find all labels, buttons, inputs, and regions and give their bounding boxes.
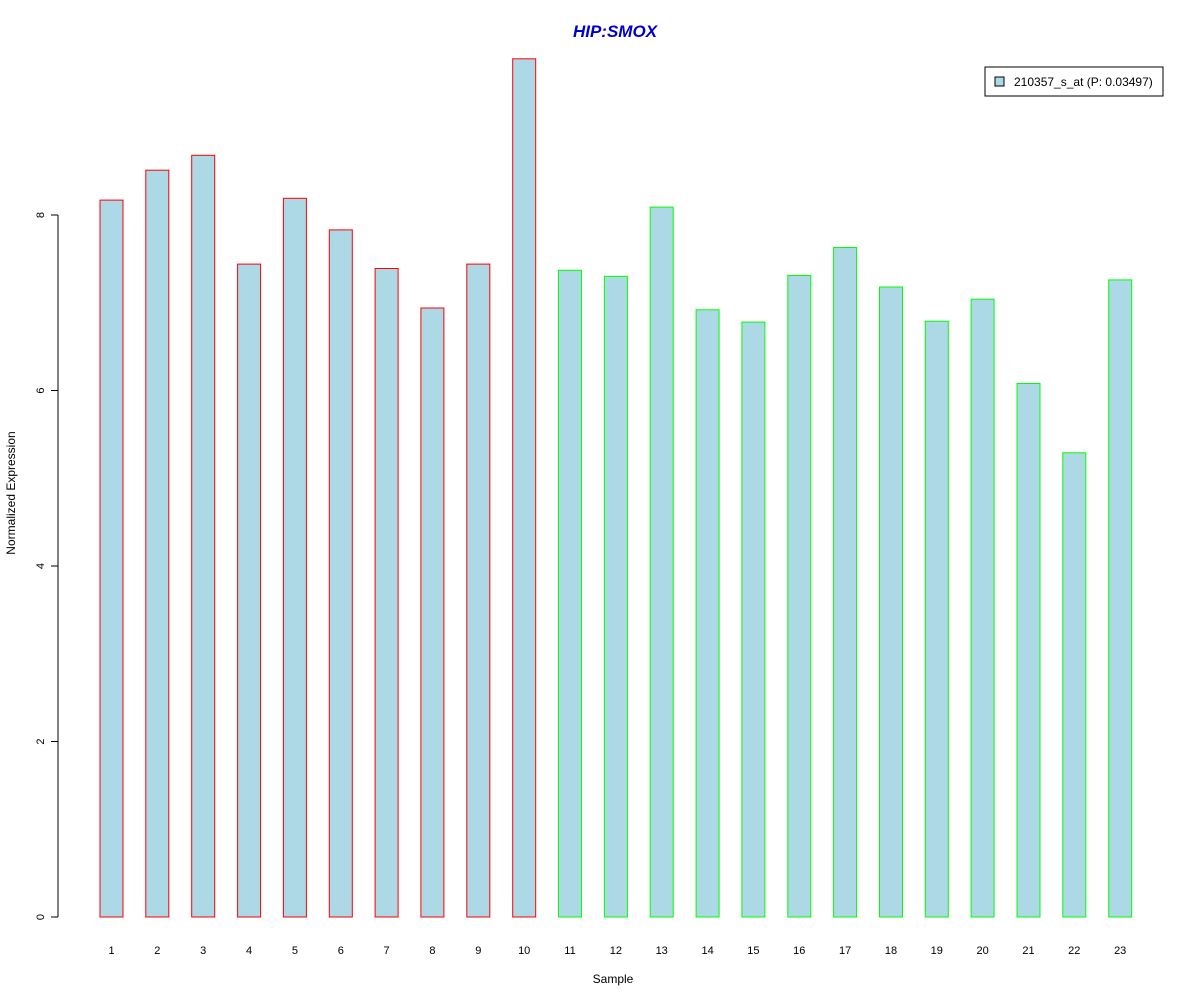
x-tick-label: 23: [1114, 945, 1126, 957]
bar-sample-14: [695, 309, 720, 918]
y-tick-label: 0: [35, 914, 47, 920]
bar-sample-23: [1108, 279, 1133, 918]
bar-sample-6: [328, 229, 353, 918]
y-tick-label: 4: [35, 563, 47, 569]
legend-label: 210357_s_at (P: 0.03497): [1014, 75, 1153, 89]
y-axis-label: Normalized Expression: [4, 431, 18, 554]
legend: 210357_s_at (P: 0.03497): [984, 66, 1164, 97]
x-tick-label: 16: [793, 945, 805, 957]
bar-sample-9: [466, 263, 491, 918]
bar-sample-4: [237, 263, 262, 918]
bar-sample-21: [1016, 383, 1041, 918]
chart-title: HIP:SMOX: [573, 22, 659, 41]
bar-sample-1: [99, 199, 124, 918]
x-tick-label: 12: [610, 945, 622, 957]
bar-sample-2: [145, 169, 170, 918]
x-tick-label: 10: [518, 945, 530, 957]
x-axis-label: Sample: [593, 972, 634, 986]
y-tick-label: 6: [35, 387, 47, 393]
x-tick-label: 5: [292, 945, 298, 957]
bar-sample-13: [649, 206, 674, 918]
legend-box: [984, 66, 1164, 97]
bar-sample-15: [741, 321, 766, 918]
bar-sample-12: [603, 275, 628, 918]
x-tick-label: 8: [429, 945, 435, 957]
y-axis: 0 2 4 6 8: [35, 212, 59, 920]
x-tick-label: 4: [246, 945, 252, 957]
legend-swatch: [994, 76, 1005, 87]
x-tick-labels: 1 2 3 4 5 6 7 8 9 10 11 12 13 14 15 16 17 18 19 20 21 22 23: [108, 945, 1126, 957]
x-tick-label: 14: [701, 945, 713, 957]
bar-sample-5: [282, 197, 307, 918]
x-tick-label: 7: [384, 945, 390, 957]
bar-sample-16: [787, 275, 812, 918]
x-tick-label: 21: [1022, 945, 1034, 957]
x-tick-label: 13: [656, 945, 668, 957]
x-tick-label: 22: [1068, 945, 1080, 957]
bar-sample-22: [1062, 452, 1087, 918]
x-tick-label: 1: [108, 945, 114, 957]
bar-sample-3: [191, 154, 216, 918]
bar-sample-8: [420, 307, 445, 918]
x-tick-label: 17: [839, 945, 851, 957]
bar-sample-19: [924, 320, 949, 918]
bar-sample-11: [558, 269, 582, 918]
x-tick-label: 11: [564, 945, 575, 957]
bar-sample-7: [374, 268, 399, 918]
x-tick-label: 3: [200, 945, 206, 957]
x-tick-label: 20: [976, 945, 988, 957]
bar-sample-18: [879, 286, 903, 918]
x-tick-label: 2: [154, 945, 160, 957]
bar-sample-17: [833, 247, 858, 918]
x-tick-label: 19: [931, 945, 943, 957]
bar-sample-20: [970, 298, 995, 918]
x-tick-label: 9: [475, 945, 481, 957]
x-tick-label: 18: [885, 945, 897, 957]
bar-sample-10: [512, 58, 537, 918]
x-tick-label: 6: [338, 945, 344, 957]
bars: [99, 58, 1133, 918]
x-tick-label: 15: [747, 945, 759, 957]
y-tick-label: 8: [35, 212, 47, 218]
y-tick-label: 2: [35, 738, 47, 744]
